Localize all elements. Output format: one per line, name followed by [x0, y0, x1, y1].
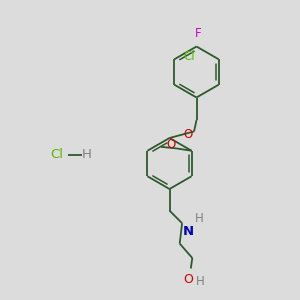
Text: O: O: [166, 138, 175, 151]
Text: H: H: [195, 275, 204, 288]
Text: Cl: Cl: [183, 50, 195, 63]
Text: O: O: [184, 273, 193, 286]
Text: O: O: [183, 128, 192, 141]
Text: F: F: [195, 27, 201, 40]
Text: H: H: [195, 212, 203, 225]
Text: N: N: [183, 225, 194, 238]
Text: H: H: [82, 148, 92, 161]
Text: Cl: Cl: [50, 148, 64, 161]
